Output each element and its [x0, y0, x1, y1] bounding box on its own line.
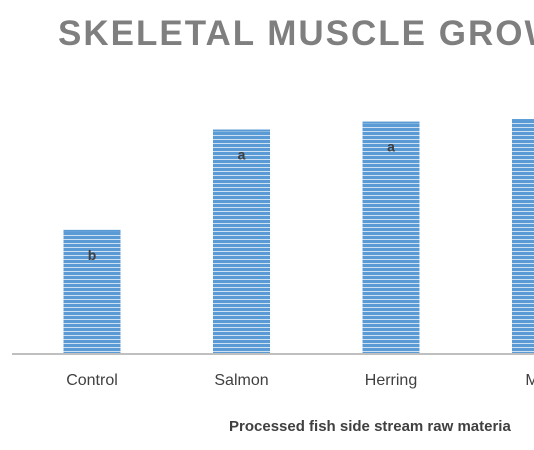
chart-title: SKELETAL MUSCLE GROWT [58, 14, 534, 53]
bar-top-edge-herring [362, 121, 420, 124]
bar-top-edge-control [63, 229, 121, 232]
x-tick-label-control: Control [66, 372, 118, 389]
bar-herring [362, 121, 420, 355]
annotation-salmon: a [238, 147, 246, 163]
x-tick-labels: Control Salmon Herring Mac [66, 372, 534, 389]
bar-top-edge-mac [512, 119, 534, 122]
bar-annotations: b a a [88, 139, 395, 263]
x-tick-label-herring: Herring [365, 372, 417, 389]
x-axis-label: Processed fish side stream raw materia [229, 418, 511, 435]
bar-top-edge-salmon [213, 129, 270, 132]
annotation-herring: a [387, 139, 395, 155]
bar-control [63, 229, 121, 354]
x-tick-label-mac: Mac [525, 372, 534, 389]
bars-group [63, 119, 534, 355]
x-tick-label-salmon: Salmon [214, 372, 268, 389]
annotation-control: b [88, 247, 97, 263]
bar-mac [512, 119, 534, 354]
bar-salmon [213, 129, 270, 354]
